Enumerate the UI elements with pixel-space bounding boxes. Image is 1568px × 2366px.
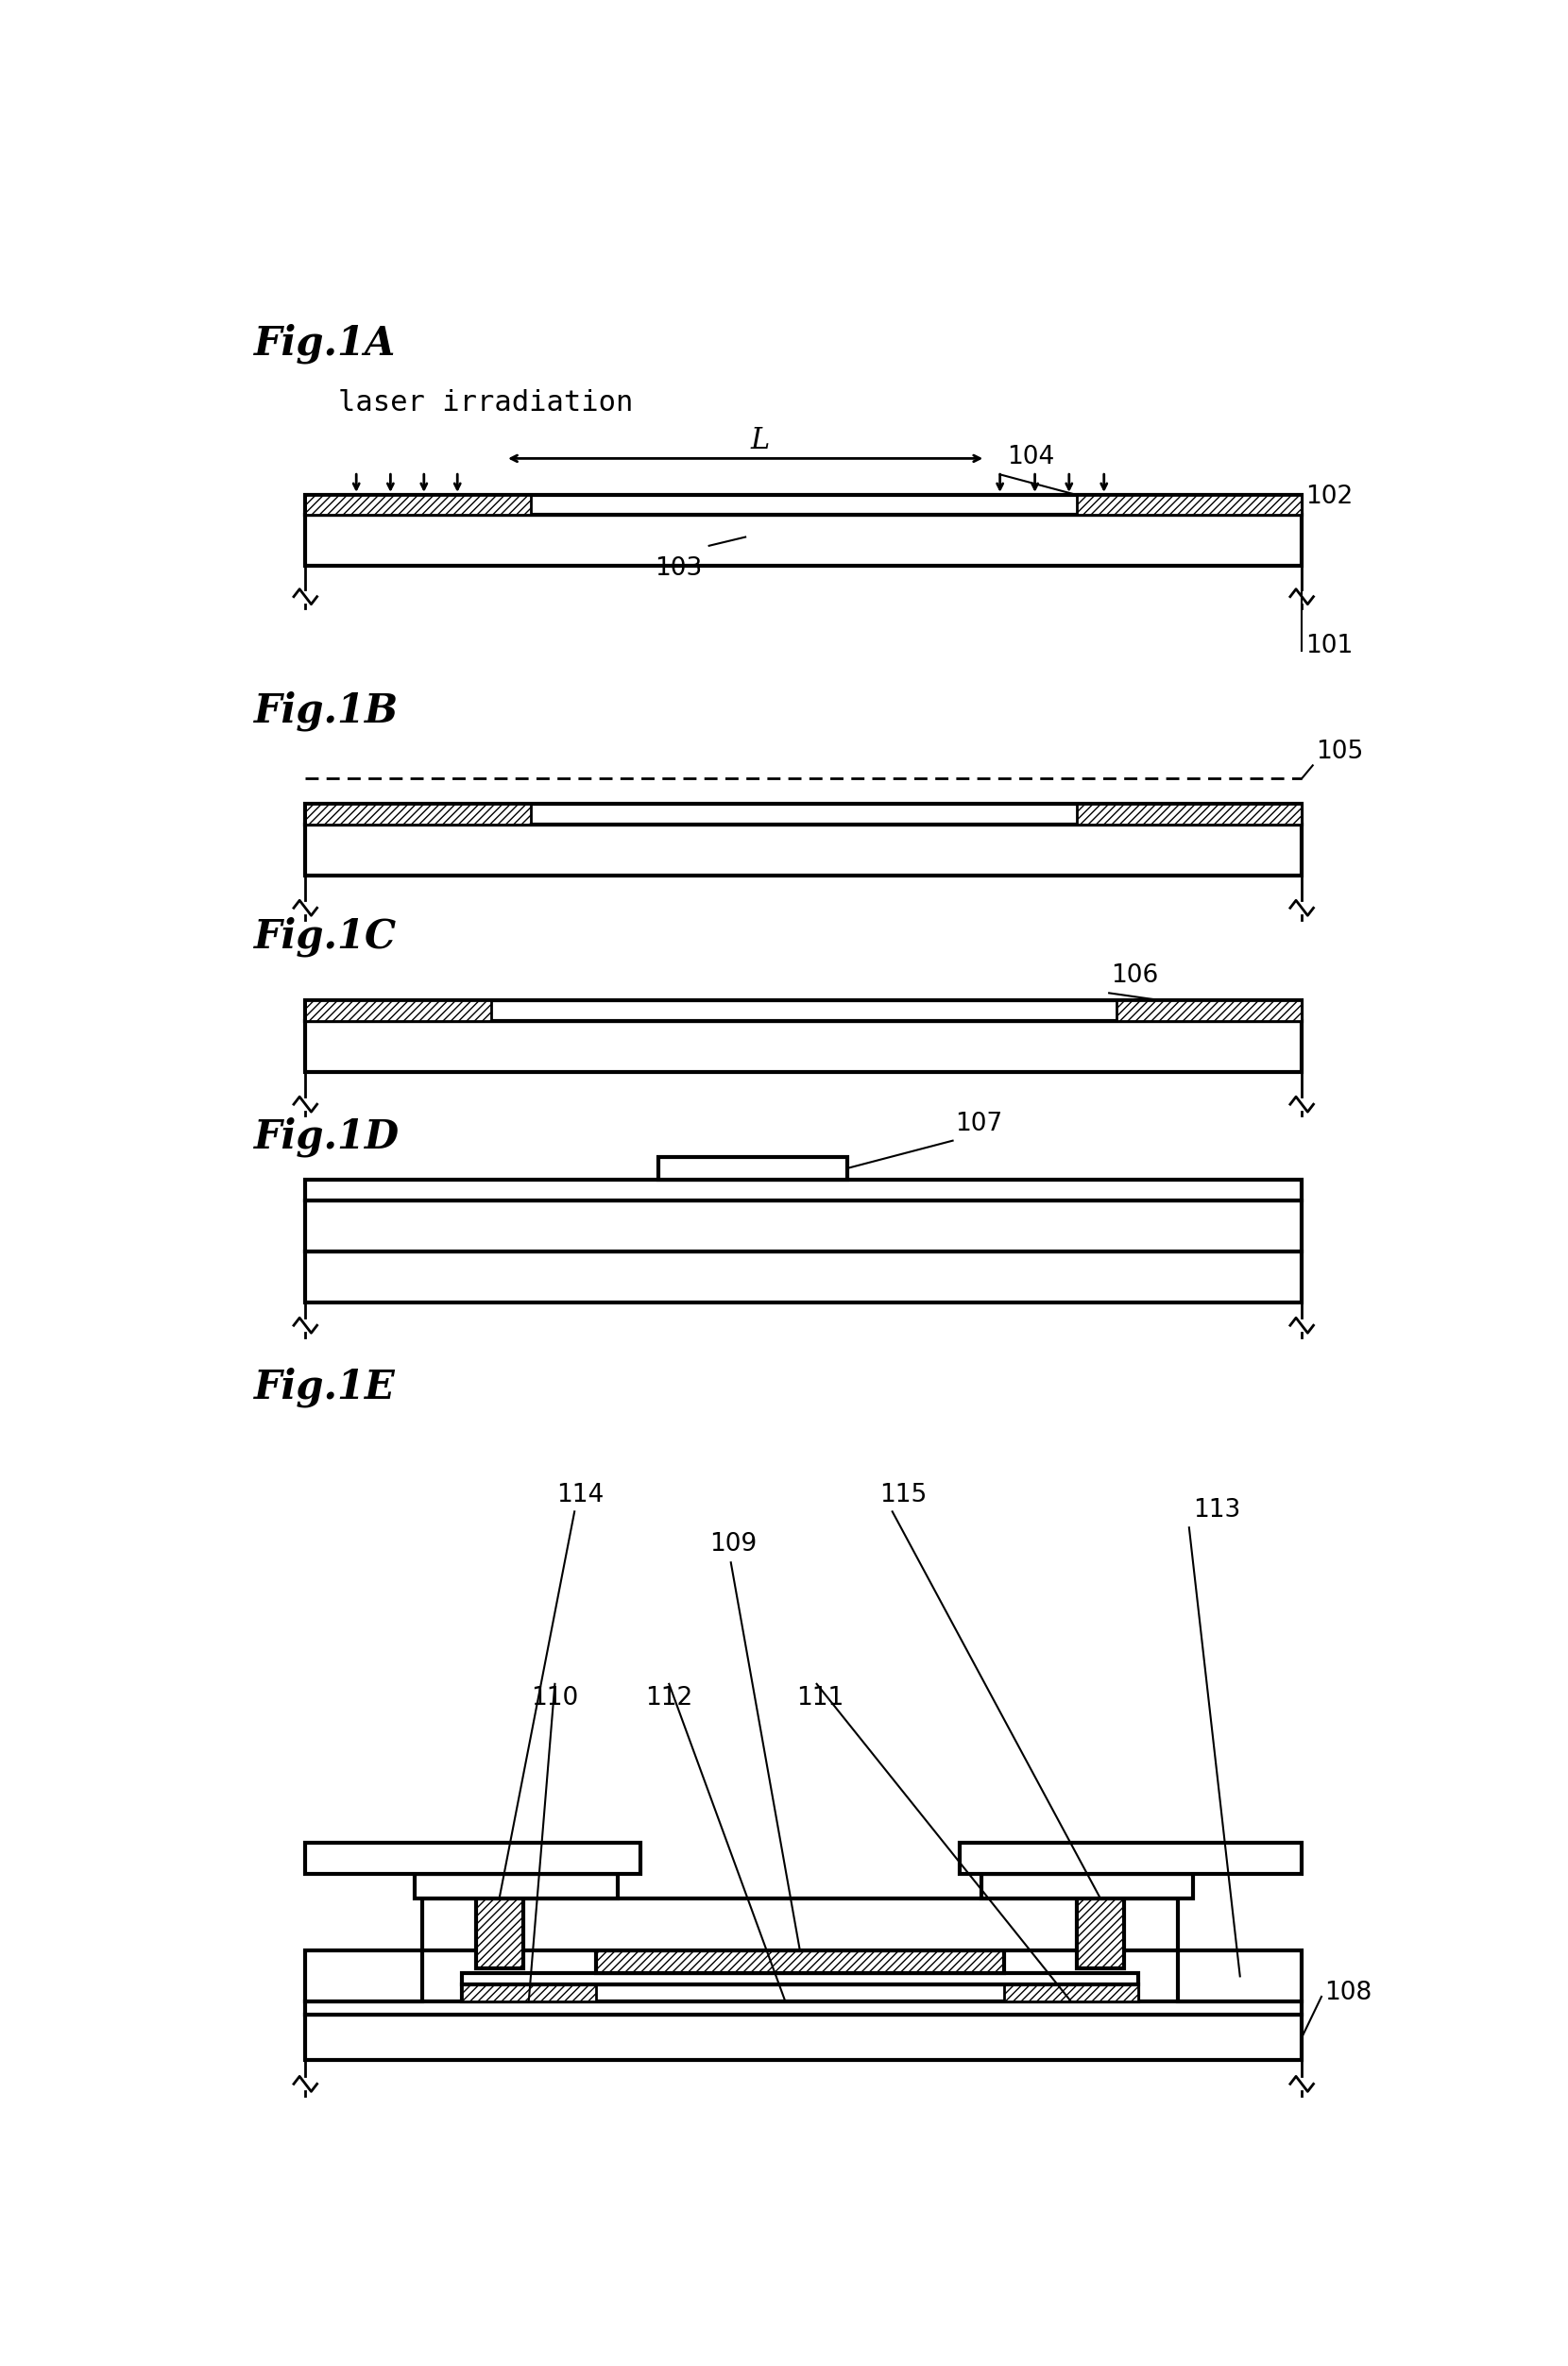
Text: 106: 106: [1112, 963, 1159, 989]
Bar: [306, 1252, 1301, 1301]
Bar: [422, 1898, 1178, 1952]
Text: 105: 105: [1317, 738, 1364, 764]
Text: 111: 111: [797, 1687, 844, 1711]
Bar: [1076, 494, 1301, 516]
Text: L: L: [751, 426, 770, 454]
Text: Fig.1E: Fig.1E: [254, 1368, 395, 1408]
Text: 113: 113: [1193, 1498, 1240, 1521]
Text: 102: 102: [1306, 485, 1353, 509]
Bar: [461, 1985, 596, 2002]
Bar: [306, 494, 1301, 516]
Text: Fig.1D: Fig.1D: [254, 1117, 400, 1157]
Text: 110: 110: [532, 1687, 579, 1711]
Bar: [414, 1874, 618, 1898]
Bar: [306, 804, 1301, 823]
Text: 109: 109: [709, 1533, 756, 1557]
Text: 107: 107: [955, 1112, 1002, 1136]
Text: 114: 114: [557, 1483, 604, 1507]
Text: laser irradiation: laser irradiation: [339, 390, 633, 416]
Text: 115: 115: [880, 1483, 927, 1507]
Text: 104: 104: [1007, 445, 1055, 468]
Bar: [306, 494, 532, 516]
Bar: [306, 1200, 1301, 1252]
Bar: [1004, 1985, 1138, 2002]
Bar: [306, 1001, 491, 1020]
Text: 103: 103: [654, 556, 702, 582]
Text: Fig.1A: Fig.1A: [254, 324, 397, 364]
Bar: [461, 1973, 1138, 1985]
Bar: [306, 516, 1301, 565]
Bar: [306, 2016, 1301, 2061]
Bar: [1116, 1001, 1301, 1020]
Bar: [1076, 1898, 1124, 1969]
Bar: [306, 1001, 1301, 1020]
Text: Fig.1B: Fig.1B: [254, 691, 400, 731]
Text: 101: 101: [1306, 634, 1353, 658]
Bar: [306, 823, 1301, 875]
Bar: [1178, 1952, 1301, 2002]
Bar: [306, 1843, 640, 1874]
Text: 108: 108: [1325, 1980, 1372, 2006]
Bar: [306, 804, 532, 823]
Bar: [461, 1985, 1138, 2002]
Bar: [306, 1952, 422, 2002]
Bar: [306, 1020, 1301, 1072]
Bar: [1076, 804, 1301, 823]
Bar: [306, 1181, 1301, 1200]
Bar: [659, 1157, 847, 1181]
Bar: [596, 1952, 1004, 1973]
Bar: [982, 1874, 1193, 1898]
Bar: [306, 2002, 1301, 2016]
Text: Fig.1C: Fig.1C: [254, 916, 397, 956]
Text: 112: 112: [644, 1687, 693, 1711]
Bar: [960, 1843, 1301, 1874]
Bar: [477, 1898, 524, 1969]
